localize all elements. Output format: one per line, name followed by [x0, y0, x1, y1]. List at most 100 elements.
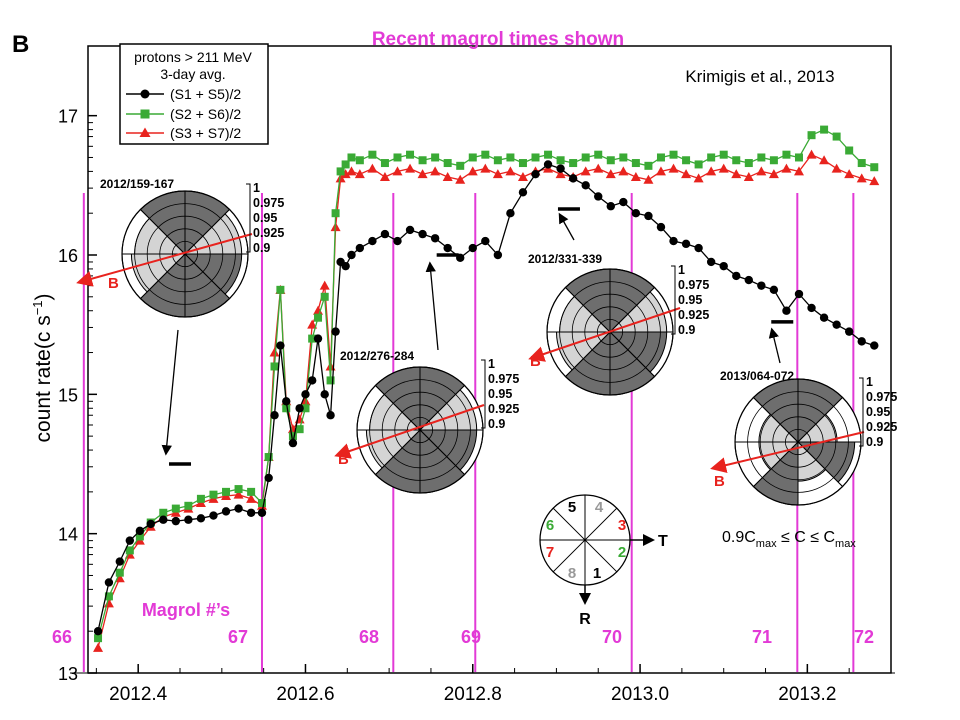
data-point — [393, 236, 402, 246]
data-point — [313, 334, 323, 343]
data-point — [756, 166, 767, 176]
key-sector-number: 6 — [546, 517, 554, 534]
data-point — [346, 166, 357, 176]
data-point — [769, 285, 779, 295]
data-point — [669, 236, 678, 246]
data-point — [94, 634, 103, 643]
data-point — [656, 153, 665, 162]
data-point — [819, 313, 829, 322]
data-point — [807, 303, 816, 313]
scale-label: 0.925 — [866, 420, 897, 434]
data-point — [694, 243, 703, 253]
scale-label: 0.975 — [678, 278, 709, 292]
data-point — [159, 508, 168, 517]
data-point — [857, 159, 866, 168]
data-point — [93, 627, 103, 636]
y-axis-title: count rate(c s−1) — [30, 293, 55, 442]
data-point — [581, 181, 590, 190]
data-point — [209, 490, 218, 499]
data-point — [757, 153, 766, 162]
data-point — [288, 438, 298, 448]
data-point — [870, 163, 879, 172]
data-point — [743, 171, 754, 181]
data-point — [732, 156, 741, 165]
scale-label: 1 — [488, 357, 495, 371]
data-point — [405, 163, 416, 173]
key-r-label: R — [579, 611, 591, 628]
data-point — [869, 176, 880, 186]
data-point — [492, 169, 503, 179]
data-point — [264, 453, 273, 462]
data-point — [455, 174, 466, 184]
scale-bracket — [859, 377, 864, 447]
data-point — [347, 250, 356, 260]
scale-label: 0.95 — [866, 405, 890, 419]
headline: Recent magrol times shown — [372, 29, 624, 50]
data-point — [114, 573, 125, 583]
data-point — [619, 197, 628, 207]
data-point — [845, 146, 854, 155]
data-point — [769, 156, 778, 165]
data-point — [468, 153, 477, 162]
data-point — [246, 493, 257, 503]
key-sector-number: 4 — [595, 499, 604, 516]
data-point — [782, 150, 791, 159]
scale-label: 1 — [253, 181, 260, 195]
data-point — [493, 156, 502, 165]
data-point — [269, 347, 280, 357]
data-point — [430, 166, 441, 176]
data-point — [171, 516, 181, 526]
data-point — [234, 485, 243, 494]
y-axis-ticks: 13 14 15 16 17 — [58, 107, 97, 684]
data-point — [668, 163, 679, 173]
legend-marker-square — [140, 109, 150, 119]
data-point — [744, 275, 754, 285]
data-point — [336, 167, 345, 176]
magrol-number: 69 — [461, 627, 481, 647]
data-point — [555, 169, 566, 179]
data-point — [379, 171, 390, 181]
data-point — [135, 526, 145, 536]
data-point — [171, 504, 180, 513]
period-arrow-1 — [161, 329, 179, 456]
field-arrow — [528, 307, 681, 362]
data-point — [681, 169, 692, 179]
data-point — [467, 166, 478, 176]
inset-period-label: 2012/276-284 — [340, 349, 414, 363]
period-arrows — [161, 212, 781, 456]
data-point — [159, 515, 168, 524]
data-point — [517, 171, 528, 181]
legend-marker-circle — [140, 89, 150, 99]
data-point — [694, 160, 703, 169]
data-point — [706, 166, 717, 176]
data-point — [295, 425, 304, 434]
inset-period-label: 2013/064-072 — [720, 369, 794, 383]
x-tick-label: 2012.6 — [276, 684, 334, 705]
data-point — [418, 229, 427, 239]
data-point — [719, 150, 728, 159]
data-point — [222, 487, 231, 496]
period-arrow-4 — [768, 327, 781, 364]
threshold-formula: 0.9Cmax ≤ C ≤ Cmax — [722, 529, 856, 550]
data-point — [456, 161, 465, 170]
x-tick-label: 2013.0 — [611, 684, 669, 705]
data-point — [531, 153, 540, 162]
period-arrow-2 — [425, 261, 439, 351]
data-point — [406, 150, 415, 159]
data-point — [468, 243, 477, 253]
data-point — [257, 499, 266, 508]
data-point — [326, 411, 335, 420]
data-point — [125, 546, 134, 555]
y-tick-label: 13 — [58, 664, 78, 684]
data-point — [308, 334, 317, 343]
data-point — [870, 341, 879, 350]
legend-title-line2: 3-day avg. — [160, 66, 225, 82]
data-point — [331, 209, 340, 218]
data-point — [644, 211, 653, 221]
data-point — [319, 280, 330, 290]
data-point — [209, 511, 218, 520]
data-point — [246, 508, 256, 517]
data-point — [288, 432, 297, 441]
